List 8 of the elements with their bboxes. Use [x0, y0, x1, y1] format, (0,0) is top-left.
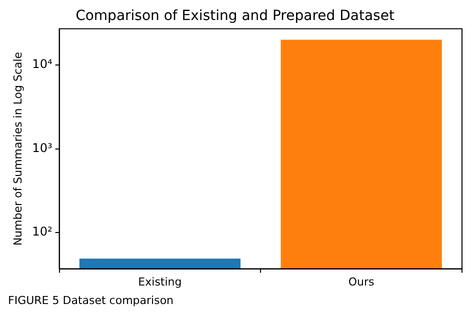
x-tick-label: Existing	[138, 275, 182, 288]
y-axis-title: Number of Summaries in Log Scale	[11, 52, 24, 246]
y-tick-label: 10²	[32, 224, 52, 239]
x-tick-label: Ours	[348, 275, 375, 288]
caption: FIGURE 5 Dataset comparison	[8, 294, 175, 307]
chart-title: Comparison of Existing and Prepared Dataset	[76, 8, 395, 24]
y-tick-label: 10³	[32, 140, 52, 155]
y-tick-label: 10⁴	[32, 57, 52, 72]
